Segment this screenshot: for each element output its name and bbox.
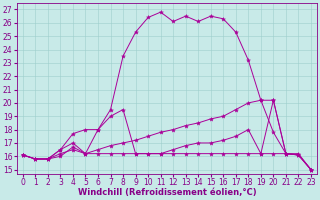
X-axis label: Windchill (Refroidissement éolien,°C): Windchill (Refroidissement éolien,°C) (77, 188, 256, 197)
